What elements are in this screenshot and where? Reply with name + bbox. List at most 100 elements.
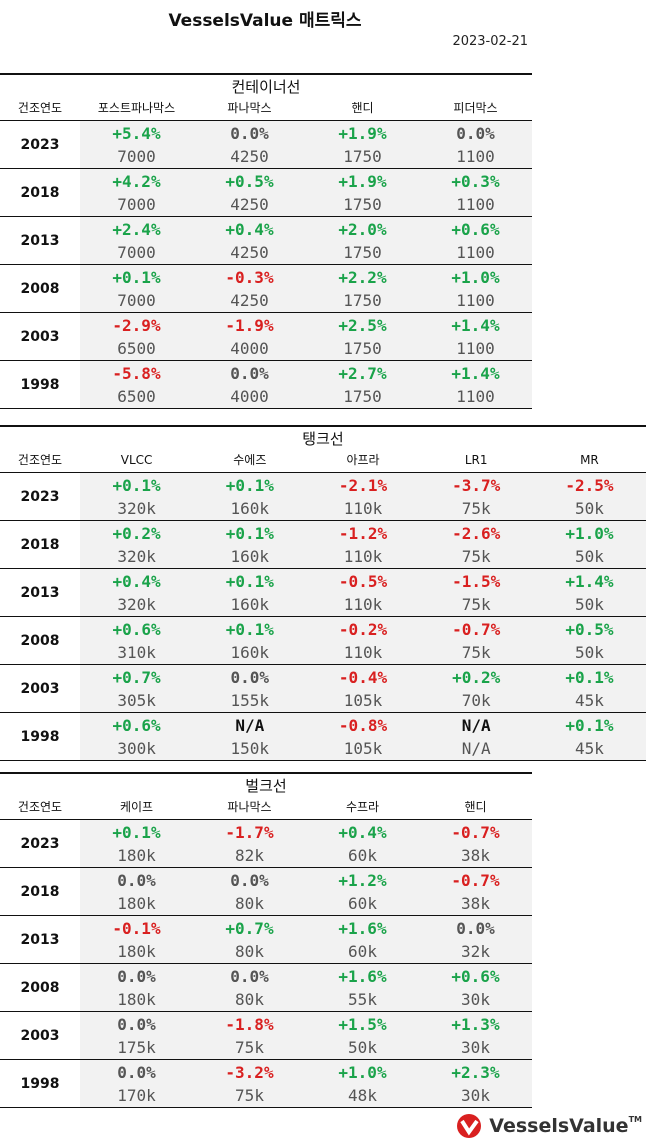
vessel-size: 50k <box>574 642 604 662</box>
column-header: 수에즈 <box>233 453 267 467</box>
change-percent: -0.7% <box>451 870 500 890</box>
table-row: 2023 +0.1% 320k +0.1% 160k -2.1% 110k -3.7% 75k -… <box>0 473 646 521</box>
vessel-size: 160k <box>230 642 270 662</box>
matrix-cell: +0.3% 1100 <box>419 169 532 216</box>
change-percent: 0.0% <box>230 363 269 383</box>
table-row: 1998 0.0% 170k -3.2% 75k +1.0% 48k +2.3% 30k <box>0 1060 532 1108</box>
matrix-cell: -0.1% 180k <box>80 916 193 963</box>
change-percent: +0.1% <box>112 475 161 495</box>
change-percent: +0.4% <box>225 219 274 239</box>
vessel-size: 50k <box>348 1037 377 1057</box>
change-percent: -0.2% <box>338 619 388 639</box>
vessel-size: 110k <box>343 498 383 518</box>
change-percent: 0.0% <box>456 918 495 938</box>
vessel-size: 75k <box>235 1037 264 1057</box>
build-year: 2013 <box>0 569 80 616</box>
build-year: 1998 <box>0 361 80 408</box>
matrix-cell: +0.7% 305k <box>80 665 193 712</box>
change-percent: -5.8% <box>112 363 161 383</box>
vessel-size: 1100 <box>456 146 495 166</box>
vessel-size: 60k <box>348 941 377 961</box>
vessel-size: 300k <box>117 738 156 758</box>
build-year: 2023 <box>0 820 80 867</box>
column-header-row: 건조연도 포스트파나막스 파나막스 핸디 피더막스 <box>0 97 532 121</box>
table-row: 2008 +0.1% 7000 -0.3% 4250 +2.2% 1750 +1.0% 1100 <box>0 265 532 313</box>
change-percent: -2.6% <box>452 523 501 543</box>
matrix-cell: 0.0% 175k <box>80 1012 193 1059</box>
value-cells: +0.1% 320k +0.1% 160k -2.1% 110k -3.7% 75k -2.5%… <box>80 473 646 520</box>
vessel-size: 7000 <box>117 290 156 310</box>
change-percent: +0.1% <box>565 667 614 687</box>
change-percent: -3.2% <box>225 1062 274 1082</box>
change-percent: -3.7% <box>452 475 501 495</box>
change-percent: +0.1% <box>112 267 161 287</box>
change-percent: -1.9% <box>225 315 274 335</box>
vessel-size: 1100 <box>456 242 495 262</box>
column-header: 핸디 <box>351 101 374 115</box>
matrix-cell: 0.0% 80k <box>193 868 306 915</box>
logo-mark-icon <box>457 1114 482 1138</box>
vessel-size: 4250 <box>230 290 269 310</box>
vessel-size: 320k <box>117 594 156 614</box>
matrix-cell: +2.3% 30k <box>419 1060 532 1107</box>
matrix-cell: +2.7% 1750 <box>306 361 419 408</box>
value-cells: +4.2% 7000 +0.5% 4250 +1.9% 1750 +0.3% 1100 <box>80 169 532 216</box>
matrix-cell: -3.2% 75k <box>193 1060 306 1107</box>
change-percent: +2.4% <box>112 219 161 239</box>
vesselsvalue-logo: VesselsValueTM <box>456 1113 642 1139</box>
value-cells: +2.4% 7000 +0.4% 4250 +2.0% 1750 +0.6% 1100 <box>80 217 532 264</box>
change-percent: +5.4% <box>112 123 161 143</box>
matrix-cell: +0.5% 4250 <box>193 169 306 216</box>
matrix-cell: 0.0% 180k <box>80 964 193 1011</box>
matrix-cell: +1.0% 50k <box>533 521 646 568</box>
vessel-size: 75k <box>461 498 491 518</box>
column-header-row: 건조연도 케이프 파나막스 수프라 핸디 <box>0 796 532 820</box>
value-cells: -0.1% 180k +0.7% 80k +1.6% 60k 0.0% 32k <box>80 916 532 963</box>
value-cells: 0.0% 170k -3.2% 75k +1.0% 48k +2.3% 30k <box>80 1060 532 1107</box>
change-percent: +1.0% <box>565 523 614 543</box>
matrix-cell: +0.1% 45k <box>533 713 646 760</box>
build-year: 2003 <box>0 1012 80 1059</box>
matrix-cell: +1.6% 60k <box>306 916 419 963</box>
change-percent: -2.1% <box>338 475 388 495</box>
matrix-cell: -2.9% 6500 <box>80 313 193 360</box>
vessel-size: 1750 <box>343 338 382 358</box>
change-percent: -1.2% <box>338 523 388 543</box>
vessel-size: 38k <box>461 893 490 913</box>
matrix-cell: +0.7% 80k <box>193 916 306 963</box>
change-percent: +0.4% <box>112 571 161 591</box>
matrix-cell: +2.0% 1750 <box>306 217 419 264</box>
change-percent: +4.2% <box>112 171 161 191</box>
vessel-size: 180k <box>117 893 156 913</box>
matrix-cell: +0.1% 180k <box>80 820 193 867</box>
build-year: 1998 <box>0 1060 80 1107</box>
change-percent: -2.9% <box>112 315 161 335</box>
value-cells: +0.2% 320k +0.1% 160k -1.2% 110k -2.6% 75k +1.0%… <box>80 521 646 568</box>
vessel-size: 6500 <box>117 386 156 406</box>
matrix-cell: +1.9% 1750 <box>306 169 419 216</box>
column-header: 피더막스 <box>453 101 498 115</box>
change-percent: +1.4% <box>451 315 500 335</box>
value-cells: -5.8% 6500 0.0% 4000 +2.7% 1750 +1.4% 1100 <box>80 361 532 408</box>
value-cells: +0.1% 7000 -0.3% 4250 +2.2% 1750 +1.0% 1100 <box>80 265 532 312</box>
vessel-size: 160k <box>230 498 270 518</box>
table-row: 2003 0.0% 175k -1.8% 75k +1.5% 50k +1.3% 30k <box>0 1012 532 1060</box>
vessel-size: 1100 <box>456 386 495 406</box>
value-cells: 0.0% 175k -1.8% 75k +1.5% 50k +1.3% 30k <box>80 1012 532 1059</box>
matrix-cell: +0.6% 310k <box>80 617 193 664</box>
section-1: 탱크선 건조연도 VLCC 수에즈 아프라 LR1 MR 2023 +0.1% 320k +0.1%… <box>0 425 646 761</box>
matrix-cell: +2.4% 7000 <box>80 217 193 264</box>
build-year: 2018 <box>0 868 80 915</box>
matrix-cell: -0.7% 38k <box>419 868 532 915</box>
change-percent: +0.1% <box>225 475 274 495</box>
matrix-cell: -0.7% 38k <box>419 820 532 867</box>
change-percent: +1.9% <box>338 171 387 191</box>
change-percent: +0.7% <box>225 918 274 938</box>
change-percent: -0.1% <box>112 918 161 938</box>
matrix-cell: -1.2% 110k <box>306 521 419 568</box>
change-percent: +1.0% <box>338 1062 387 1082</box>
column-header: 포스트파나막스 <box>97 101 176 115</box>
matrix-cell: -0.4% 105k <box>306 665 419 712</box>
matrix-cell: +1.9% 1750 <box>306 121 419 168</box>
build-year: 1998 <box>0 713 80 760</box>
